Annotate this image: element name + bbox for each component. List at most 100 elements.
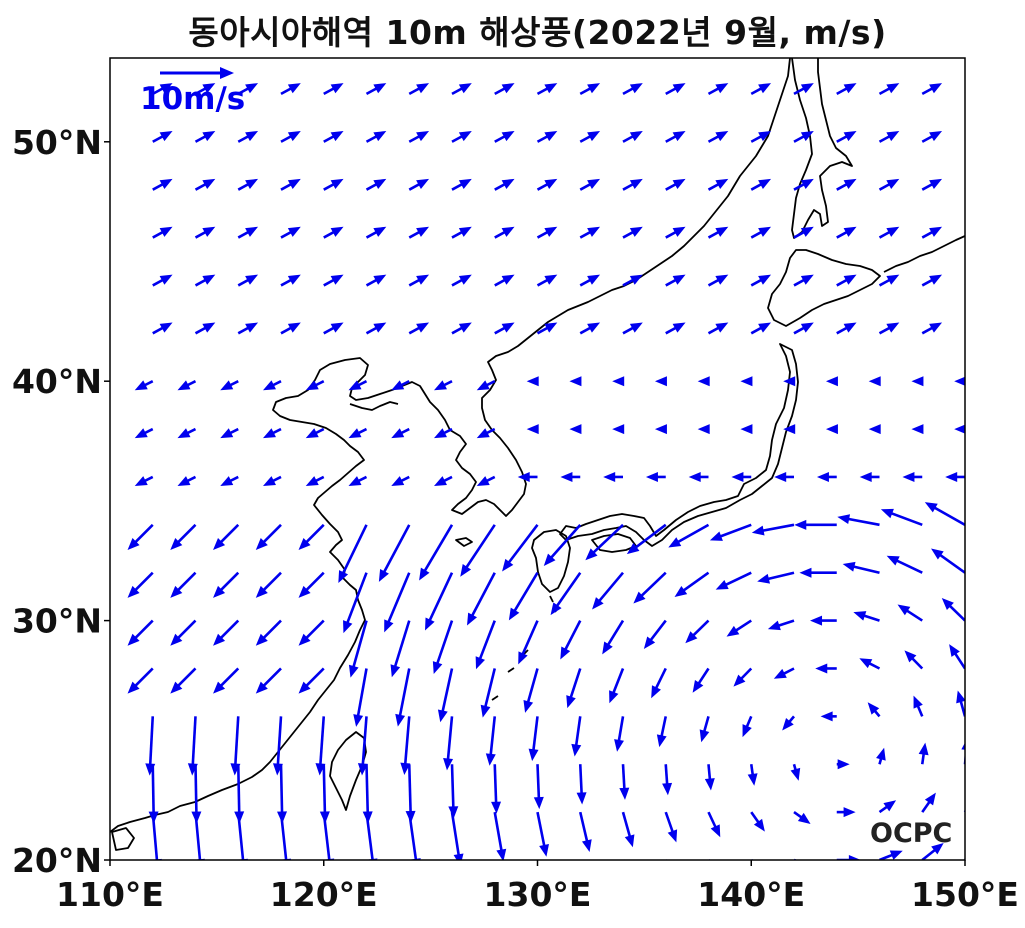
wind-vector-head [843,130,857,142]
wind-vector-head [242,906,252,919]
wind-vector-head [305,380,319,391]
wind-vector-head [287,274,301,285]
wind-vector-head [298,538,311,551]
wind-vector-head [876,747,886,761]
wind-vector-head [245,178,259,190]
wind-vector-head [816,471,829,482]
wind-vector-head [245,130,259,142]
scale-arrow: 10m/s [140,67,245,117]
wind-vector-head [954,376,965,386]
wind-vector-shaft [468,572,496,621]
wind-vector-head [255,585,268,598]
wind-vector-head [911,376,924,387]
wind-vector-shaft [525,668,539,708]
wind-vector-head [800,274,814,285]
wind-vector-shaft [365,764,370,818]
wind-vector-head [416,130,430,142]
wind-vector-shaft [842,516,880,527]
wind-vector-head [902,471,915,482]
wind-vector-head [626,542,640,555]
wind-vector-head [643,636,656,650]
coastline-bohai [349,401,399,411]
wind-vector-head [391,476,405,486]
wind-vector-head [918,742,929,756]
wind-vector-head [571,743,582,757]
wind-vector-head [416,274,430,285]
wind-vector-head [476,428,490,439]
map-title: 동아시아해역 10m 해상풍(2022년 9월, m/s) [188,13,887,52]
wind-vector-shaft [964,331,965,334]
wind-vector-head [191,811,202,824]
wind-vector-head [220,380,234,391]
wind-vector-head [715,130,729,142]
wind-vector-head [533,796,544,810]
coastline-kyushu [531,529,571,593]
wind-vector-head [134,380,148,391]
wind-vector-head [245,274,259,285]
wind-vector-shaft [355,668,368,722]
wind-vector-head [633,591,646,604]
wind-vector-head [843,322,857,333]
wind-vector-head [629,178,643,190]
wind-vector-head [202,322,216,333]
wind-vector-head [825,424,838,435]
wind-vector-head [972,227,985,237]
wind-vector-head [348,664,359,678]
wind-vector-head [800,226,814,237]
wind-vector-head [501,322,515,333]
wind-vector-shaft [476,620,496,665]
wind-vector-shaft [440,668,454,717]
wind-vector-head [213,538,226,551]
wind-vector-head [886,130,900,142]
wind-vector-head [518,651,528,665]
wind-vector-head [629,130,643,142]
wind-vector-head [603,471,616,482]
wind-vector-head [868,376,881,387]
wind-vector-head [697,424,710,435]
wind-vector-head [127,633,140,646]
wind-vector-head [740,376,753,387]
wind-vector-head [459,901,469,914]
wind-vector-layer [127,83,985,919]
wind-vector-head [740,424,753,435]
wind-vector-head [733,674,746,687]
wind-vector-head [972,131,985,141]
wind-vector-head [159,178,173,190]
wind-vector-head [867,702,880,715]
wind-vector-head [897,604,911,616]
wind-vector-head [602,641,613,655]
wind-vector-head [753,818,765,832]
wind-vector-head [859,471,872,482]
wind-vector-head [715,579,729,590]
wind-vector-head [667,829,678,843]
wind-vector-shaft [151,764,155,818]
wind-vector-shaft [452,859,454,860]
wind-vector-head [263,476,276,486]
wind-vector-head [263,428,276,439]
wind-vector-shaft [964,140,965,142]
wind-vector-head [672,83,686,94]
wind-vector-head [715,178,729,190]
wind-vector-head [458,226,472,237]
wind-vector-head [373,83,387,94]
wind-vector-head [202,83,216,94]
wind-vector-head [298,633,311,646]
wind-vector-shaft [339,524,368,579]
wind-vector-head [272,763,283,776]
wind-vector-head [416,226,430,237]
wind-vector-head [945,471,958,482]
wind-vector-head [230,763,241,776]
wind-vector-head [758,178,772,190]
wind-vector-head [715,226,729,237]
wind-vector-head [967,787,977,800]
wind-vector-shaft [361,716,368,770]
wind-vector-shaft [233,716,240,770]
wind-vector-head [972,179,985,189]
wind-vector-head [566,695,576,709]
wind-vector-head [569,376,582,387]
wind-vector-head [656,734,667,748]
wind-vector-head [287,322,301,333]
wind-vector-head [480,704,491,718]
wind-vector-head [662,782,673,796]
